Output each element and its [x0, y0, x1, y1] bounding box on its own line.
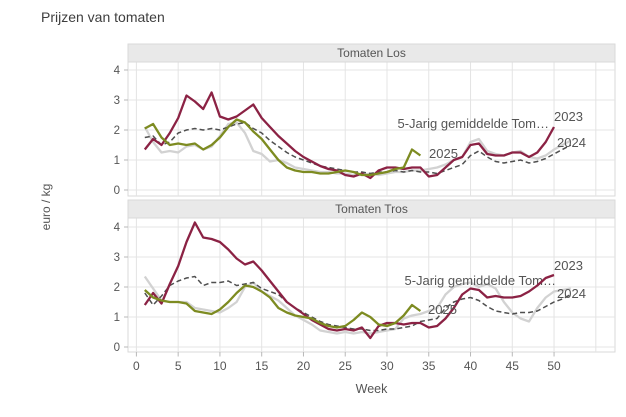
y-tick-label: 3 [114, 252, 120, 264]
series-line-2025 [144, 118, 422, 177]
series-label-2023: 2023 [554, 109, 583, 124]
x-tick-label: 5 [175, 359, 182, 373]
x-tick-label: 50 [547, 359, 561, 373]
x-tick-label: 20 [297, 359, 311, 373]
y-tick-label: 2 [114, 125, 120, 137]
series-label-5-jarig-gemiddelde-tom: 5-Jarig gemiddelde Tom… [398, 116, 550, 131]
facet-strip [127, 199, 616, 219]
x-axis-title: Week [356, 382, 388, 396]
series-label-2025: 2025 [429, 146, 458, 161]
facet-strip [127, 43, 616, 63]
y-tick-label: 4 [114, 65, 121, 77]
y-tick-label: 1 [114, 312, 120, 324]
series-line-5-jarig-gemiddelde-tom [144, 121, 572, 175]
y-tick-label: 0 [114, 185, 120, 197]
y-tick-label: 2 [114, 282, 120, 294]
series-label-2025: 2025 [428, 302, 457, 317]
facet-strip-label: Tomaten Los [337, 46, 406, 60]
y-tick-label: 0 [114, 342, 120, 354]
series-label-2024: 2024 [557, 135, 586, 150]
x-tick-label: 15 [255, 359, 269, 373]
x-tick-label: 35 [422, 359, 436, 373]
x-tick-label: 10 [213, 359, 227, 373]
series-line-2025 [144, 284, 422, 329]
series-label-2023: 2023 [554, 258, 583, 273]
chart-title: Prijzen van tomaten [41, 9, 165, 25]
series-label-5-jarig-gemiddelde-tom: 5-Jarig gemiddelde Tom… [405, 273, 557, 288]
x-tick-label: 30 [380, 359, 394, 373]
x-tick-label: 25 [339, 359, 353, 373]
y-tick-label: 4 [114, 222, 121, 234]
x-tick-label: 45 [506, 359, 520, 373]
series-line-2023 [143, 91, 556, 180]
y-tick-label: 1 [114, 155, 120, 167]
y-axis-title: euro / kg [39, 184, 53, 231]
y-tick-label: 3 [114, 95, 120, 107]
x-tick-label: 0 [133, 359, 140, 373]
facet-strip-label: Tomaten Tros [335, 202, 408, 216]
series-line-2023 [143, 221, 555, 340]
series-label-2024: 2024 [557, 286, 586, 301]
panel-background [127, 217, 616, 353]
x-tick-label: 40 [464, 359, 478, 373]
